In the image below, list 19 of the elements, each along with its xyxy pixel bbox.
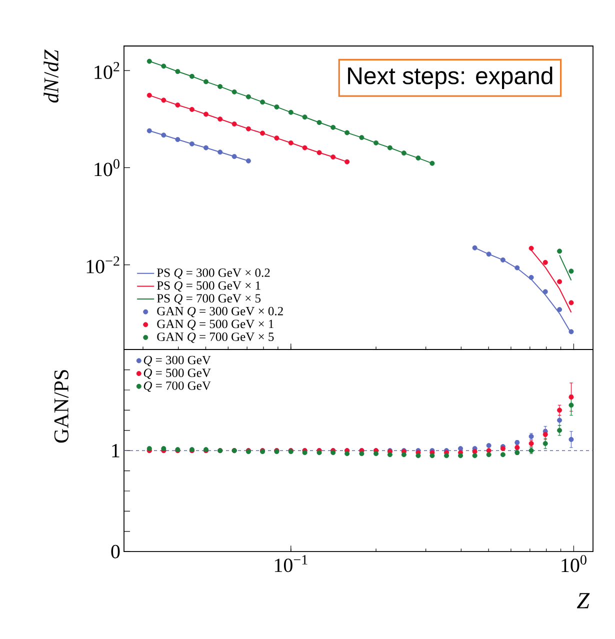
legend-label: GAN Q = 500 GeV × 1 [157, 320, 274, 330]
x-axis-title: Z [576, 593, 590, 608]
legend-label: PS Q = 300 GeV × 0.2 [157, 268, 270, 279]
legend-label: Q = 300 GeV [144, 356, 211, 366]
y-tick-label: 10$^{0}$ [94, 159, 120, 176]
y-tick-label: 10$^{2}$ [94, 62, 120, 80]
legend-label: PS Q = 500 GeV × 1 [157, 281, 260, 292]
y-axis-title: GAN/PS [54, 370, 68, 443]
y-axis-title: dN/dZ [44, 50, 58, 103]
legend-label: GAN Q = 300 GeV × 0.2 [157, 306, 283, 318]
annotation: Next steps: expand [348, 66, 552, 90]
x-tick-label: 10$^{−1}$ [274, 555, 308, 572]
legend-label: PS Q = 700 GeV × 5 [157, 294, 261, 304]
y-tick-label: 1 [112, 444, 120, 458]
y-tick-label: 0 [111, 544, 120, 558]
legend-label: GAN Q = 700 GeV × 5 [157, 332, 274, 343]
legend-label: Q = 700 GeV [144, 381, 211, 392]
y-tick-label: 10$^{−2}$ [86, 256, 120, 274]
legend-label: Q = 500 GeV [144, 368, 211, 379]
